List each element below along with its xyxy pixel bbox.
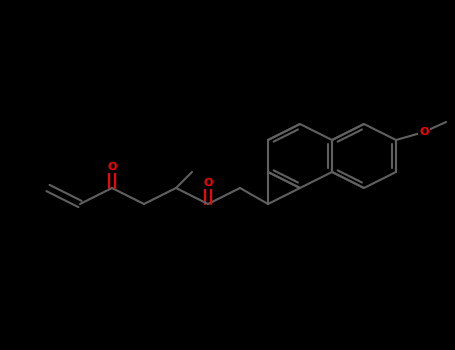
Text: O: O	[420, 127, 429, 137]
Text: O: O	[107, 162, 116, 172]
Text: O: O	[203, 178, 212, 188]
